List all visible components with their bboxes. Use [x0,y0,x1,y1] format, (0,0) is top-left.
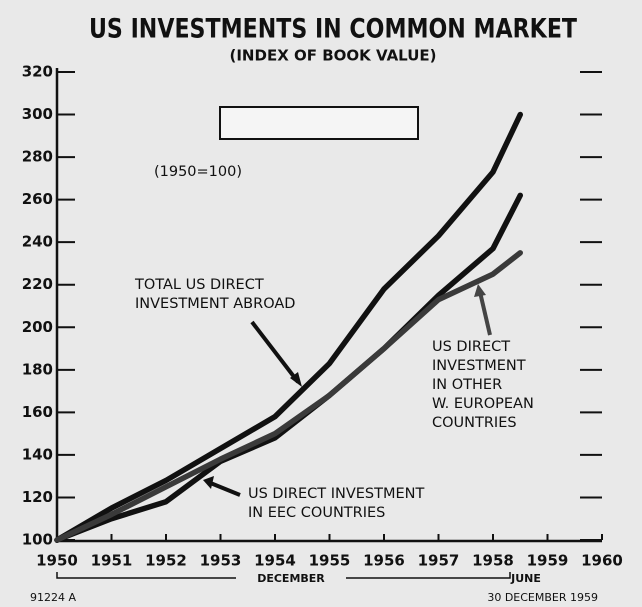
x-tick-label: 1955 [309,552,351,570]
annotation: IN OTHER [432,377,502,393]
annotation: COUNTRIES [432,415,517,431]
footer-right: 30 DECEMBER 1959 [487,591,598,604]
x-tick-label: 1950 [36,552,78,570]
x-tick-label: 1951 [91,552,133,570]
annotation: W. EUROPEAN [432,396,534,412]
chart-title: US INVESTMENTS IN COMMON MARKET [89,13,577,45]
arrow-head [290,372,302,387]
arrow [250,320,300,384]
annotation: US DIRECT INVESTMENT [248,486,424,502]
series-line [54,111,523,543]
y-tick-label: 200 [22,318,53,336]
annotation: INVESTMENT ABROAD [135,296,295,312]
annotation: TOTAL US DIRECT [134,277,264,293]
label-bg [236,571,346,585]
empty-box [219,106,419,140]
x-tick-label: 1959 [527,552,569,570]
x-tick-label: 1957 [418,552,460,570]
x-tick-label: 1953 [200,552,242,570]
arrow [207,480,241,497]
period-label: DECEMBER [257,572,325,585]
y-tick-label: 300 [22,105,53,123]
x-tick-label: 1952 [145,552,187,570]
arrow [478,291,492,336]
annotation: IN EEC COUNTRIES [248,505,385,521]
y-tick-label: 220 [22,275,53,293]
x-tick-label: 1958 [472,552,514,570]
arrow-head [203,476,214,489]
x-tick-label: 1960 [581,552,623,570]
annotation: US DIRECT [432,339,510,355]
y-tick-label: 180 [22,360,53,378]
base-note: (1950=100) [154,164,242,180]
y-tick-label: 320 [22,63,53,81]
footer-left: 91224 A [30,591,76,604]
y-tick-label: 280 [22,148,53,166]
arrow-head [474,284,486,297]
period-label: JUNE [510,572,541,585]
series-line [54,250,523,543]
y-tick-label: 100 [22,531,53,549]
annotation: INVESTMENT [432,358,526,374]
x-tick-label: 1954 [254,552,296,570]
y-tick-label: 240 [22,233,53,251]
y-tick-label: 160 [22,403,53,421]
x-tick-label: 1956 [363,552,405,570]
chart-subtitle: (INDEX OF BOOK VALUE) [230,47,437,65]
y-tick-label: 260 [22,190,53,208]
y-tick-label: 120 [22,488,53,506]
y-tick-label: 140 [22,445,53,463]
